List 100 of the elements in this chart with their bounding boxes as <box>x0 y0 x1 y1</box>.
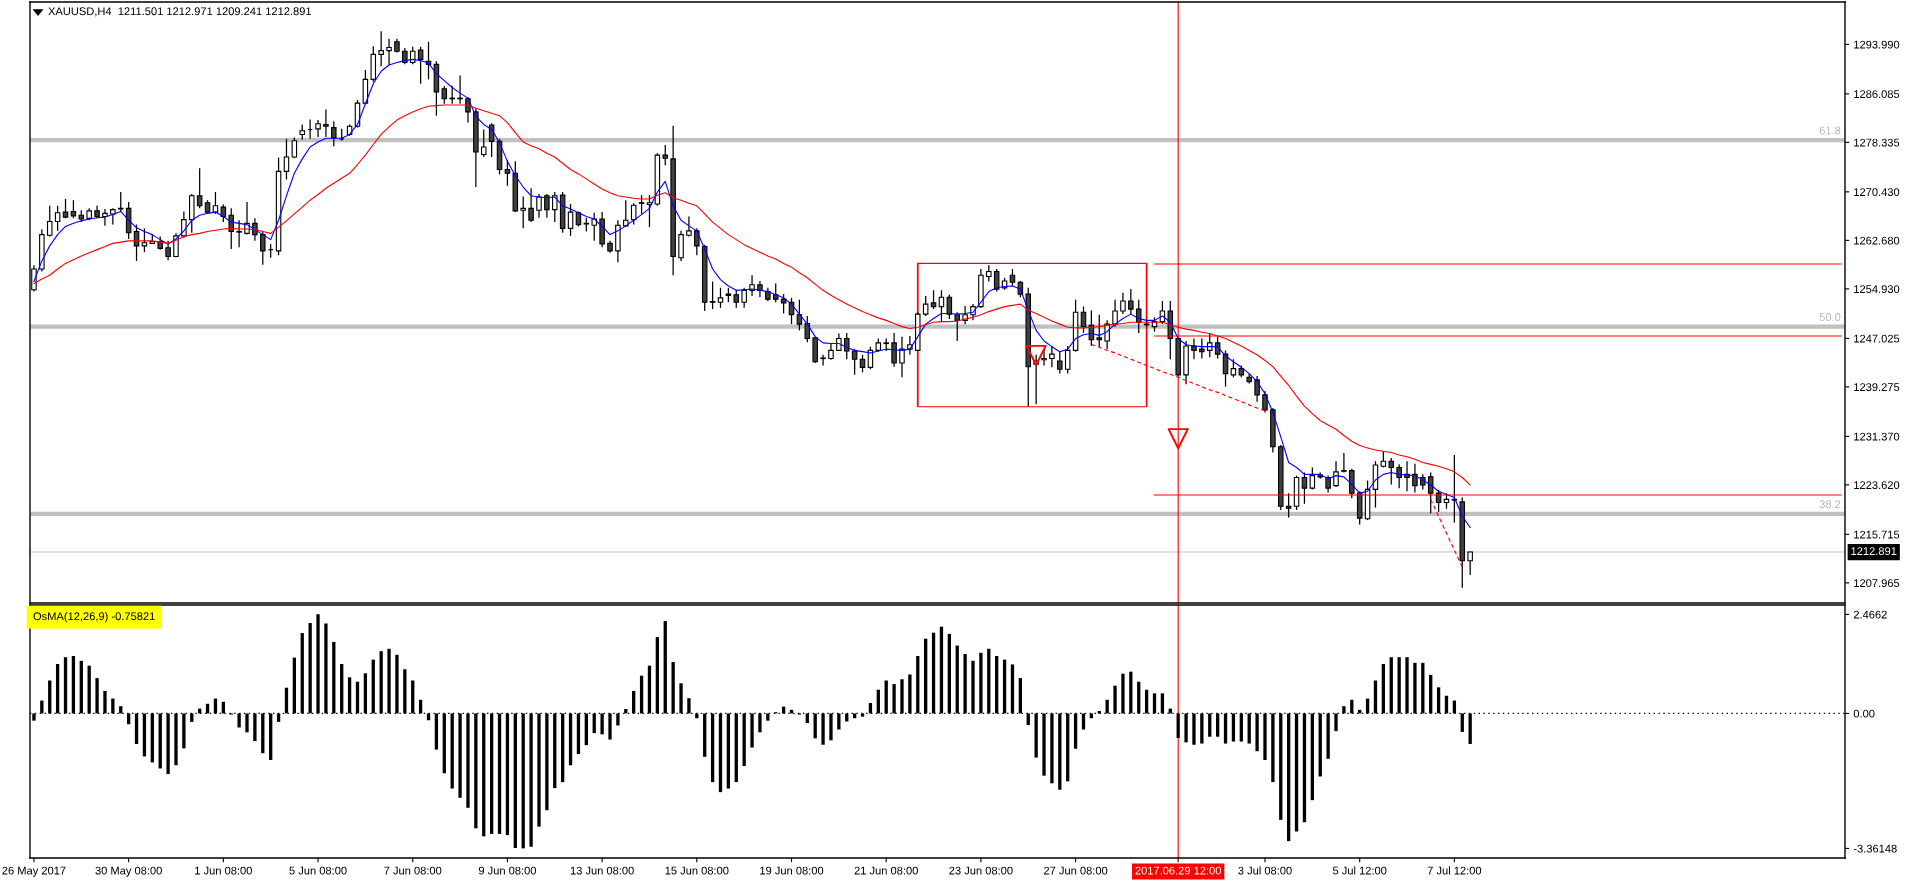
candlestick <box>1427 471 1434 514</box>
candlestick <box>181 210 187 239</box>
annotation: 38.2 <box>1819 500 1841 509</box>
candlestick <box>1412 463 1418 494</box>
bar <box>79 660 83 714</box>
x-tick-label: 3 Jul 08:00 <box>1238 866 1292 875</box>
candlestick <box>812 336 818 364</box>
bar <box>1381 664 1386 714</box>
y-tick-label: 0.00 <box>1853 709 1875 718</box>
candlestick <box>772 282 779 303</box>
candlestick <box>851 348 858 376</box>
y-tick-label: 1223.620 <box>1854 481 1900 490</box>
y-tick-label: 1262.680 <box>1854 236 1900 245</box>
candlestick <box>567 203 574 237</box>
x-tick-label: 7 Jul 12:00 <box>1427 866 1482 875</box>
candlestick <box>804 315 811 343</box>
candlestick <box>662 144 669 166</box>
y-tick-label: 1231.370 <box>1854 432 1900 441</box>
candlestick <box>922 295 929 317</box>
candlestick <box>630 202 637 226</box>
candlestick <box>1467 550 1473 576</box>
candlestick <box>820 354 826 367</box>
x-tick-label: 27 Jun 08:00 <box>1044 866 1108 875</box>
candlestick <box>283 138 290 181</box>
candlestick <box>1285 492 1292 519</box>
x-tick-label: 23 Jun 08:00 <box>949 866 1013 875</box>
candlestick <box>110 207 116 226</box>
x-tick-label: 30 May 08:00 <box>95 866 162 877</box>
y-tick-label: 1278.335 <box>1854 138 1900 147</box>
candlestick <box>536 193 542 219</box>
candlestick <box>449 85 455 105</box>
candlestick <box>236 219 242 248</box>
candlestick <box>1388 457 1395 486</box>
candlestick <box>528 187 534 223</box>
chart-title: XAUUSD,H4 1211.501 1212.971 1209.241 1212.891 <box>48 7 312 17</box>
candlestick <box>709 280 716 310</box>
candlestick <box>757 280 763 298</box>
candlestick <box>323 108 329 138</box>
bar <box>608 713 612 740</box>
y-tick-label: 1286.085 <box>1854 90 1900 98</box>
y-tick-label: 1254.930 <box>1854 285 1900 294</box>
candlestick <box>638 194 645 215</box>
y-tick-label: 1215.715 <box>1854 530 1900 539</box>
candlestick <box>717 287 724 309</box>
y-tick-label: 1207.965 <box>1854 579 1900 588</box>
x-tick-label: 1 Jun 08:00 <box>195 866 252 875</box>
candlestick <box>386 38 392 66</box>
candlestick <box>1262 390 1268 414</box>
candlestick <box>417 46 424 85</box>
candlestick <box>315 119 321 138</box>
candlestick <box>1128 288 1134 315</box>
y-tick-label: 2.4662 <box>1853 610 1887 619</box>
candlestick <box>1096 314 1103 348</box>
candlestick <box>891 332 897 368</box>
bar <box>332 641 336 714</box>
candlestick <box>189 193 195 234</box>
candlestick <box>378 30 384 67</box>
candlestick <box>165 240 171 261</box>
text: OsMA(12,26,9) -0.75821 <box>33 612 155 623</box>
x-tick-label: 19 Jun 08:00 <box>760 866 824 875</box>
candlestick <box>1199 337 1205 360</box>
candlestick <box>1120 292 1126 315</box>
y-tick-label: 1247.025 <box>1854 334 1900 343</box>
candlestick <box>930 289 937 310</box>
x-tick-label: 15 Jun 08:00 <box>665 866 729 875</box>
bar <box>1010 664 1015 714</box>
candlestick <box>520 195 526 229</box>
y-tick-label: 1270.430 <box>1854 188 1900 196</box>
candlestick <box>457 74 463 105</box>
candlestick <box>1041 348 1047 367</box>
candlestick <box>1206 332 1213 358</box>
candlestick <box>544 193 550 219</box>
ref-line-label: 1212.891 <box>1851 547 1897 556</box>
candlestick <box>993 268 1000 293</box>
x-tick-label: 5 Jul 12:00 <box>1332 866 1387 875</box>
candlestick <box>117 191 124 213</box>
line-series <box>1430 498 1463 568</box>
candlestick <box>843 332 850 360</box>
y-tick-label: 1293.990 <box>1854 40 1900 49</box>
candlestick <box>1064 345 1071 375</box>
candlestick <box>1112 299 1118 328</box>
bar <box>545 713 549 811</box>
candlestick <box>1191 337 1197 360</box>
x-tick-label: 13 Jun 08:00 <box>570 866 634 875</box>
candlestick <box>1135 299 1142 334</box>
x-tick-label: 21 Jun 08:00 <box>854 866 918 875</box>
candlestick <box>46 205 53 238</box>
candlestick <box>694 227 700 256</box>
candlestick <box>331 120 337 147</box>
candlestick <box>741 287 747 309</box>
candlestick <box>102 208 108 227</box>
candlestick <box>1254 375 1260 403</box>
annotation: 50.0 <box>1819 313 1841 321</box>
candlestick <box>946 294 953 320</box>
x-tick-label: 2017.06.29 12:00 <box>1135 866 1222 875</box>
candlestick <box>54 205 61 232</box>
candlestick <box>733 289 740 309</box>
candlestick <box>678 230 684 262</box>
x-tick-label: 26 May 2017 <box>2 866 66 877</box>
candlestick <box>1049 345 1055 368</box>
